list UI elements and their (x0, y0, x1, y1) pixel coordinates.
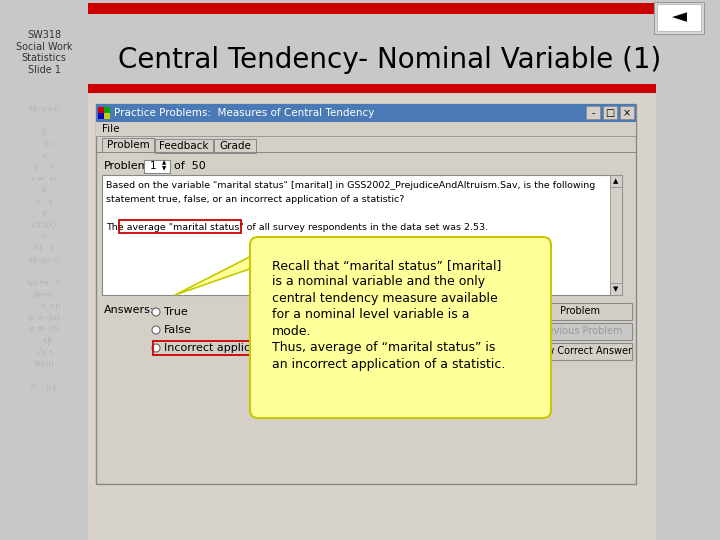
FancyBboxPatch shape (102, 138, 154, 152)
Text: Practice Problems:  Measures of Central Tendency: Practice Problems: Measures of Central T… (114, 108, 374, 118)
FancyBboxPatch shape (88, 84, 656, 93)
FancyBboxPatch shape (620, 106, 634, 119)
FancyBboxPatch shape (98, 107, 104, 113)
Circle shape (152, 308, 160, 316)
Text: ▼: ▼ (613, 286, 618, 292)
FancyBboxPatch shape (96, 152, 636, 153)
Text: ▲: ▲ (162, 160, 166, 165)
FancyBboxPatch shape (98, 107, 110, 119)
FancyBboxPatch shape (603, 106, 617, 119)
Text: H₁:μ<0

β
   δ₁
α
γ    =
v ≡  s₁
β
λ   x
γ
:(Σ)‖ζ₁
=
M   t
H₀:μ=0

η|ε∙α  =
β|ν∙: H₁:μ<0 β δ₁ α γ = v ≡ s₁ β λ x γ :(Σ)‖ζ₁… (27, 105, 61, 391)
FancyBboxPatch shape (96, 136, 636, 137)
FancyBboxPatch shape (96, 104, 636, 122)
Text: 1: 1 (150, 161, 157, 171)
Text: True: True (164, 307, 188, 317)
Text: -: - (591, 108, 595, 118)
Text: statement true, false, or an incorrect application of a statistic?: statement true, false, or an incorrect a… (106, 194, 405, 204)
Text: ×: × (623, 108, 631, 118)
FancyBboxPatch shape (654, 2, 704, 34)
Text: Based on the variable "marital status" [marital] in GSS2002_PrejudiceAndAltruism: Based on the variable "marital status" [… (106, 180, 595, 190)
FancyBboxPatch shape (528, 303, 632, 320)
FancyBboxPatch shape (96, 104, 636, 484)
FancyBboxPatch shape (144, 160, 170, 173)
FancyBboxPatch shape (102, 175, 622, 295)
Text: of  50: of 50 (174, 161, 206, 171)
Text: Recall that “marital status” [marital]
is a nominal variable and the only
centra: Recall that “marital status” [marital] i… (272, 259, 505, 371)
FancyBboxPatch shape (528, 343, 632, 360)
Text: File: File (102, 124, 120, 134)
Text: ▼: ▼ (162, 166, 166, 172)
Text: Problem: Problem (104, 161, 150, 171)
FancyBboxPatch shape (528, 323, 632, 340)
FancyBboxPatch shape (214, 139, 256, 153)
Text: ◄: ◄ (672, 8, 686, 26)
FancyBboxPatch shape (586, 106, 600, 119)
Text: □: □ (606, 108, 615, 118)
FancyBboxPatch shape (0, 0, 88, 540)
Circle shape (152, 344, 160, 352)
Text: False: False (164, 325, 192, 335)
Text: Problem: Problem (107, 140, 149, 150)
Polygon shape (175, 245, 318, 295)
Text: The average "marital status" of all survey respondents in the data set was 2.53.: The average "marital status" of all surv… (106, 222, 488, 232)
Text: Grade: Grade (219, 141, 251, 151)
Text: Feedback: Feedback (159, 141, 209, 151)
Text: Central Tendency- Nominal Variable (1): Central Tendency- Nominal Variable (1) (118, 46, 662, 74)
FancyBboxPatch shape (657, 4, 701, 31)
FancyBboxPatch shape (610, 283, 622, 295)
FancyBboxPatch shape (104, 113, 110, 119)
FancyBboxPatch shape (98, 113, 104, 119)
Text: ▲: ▲ (613, 178, 618, 184)
FancyBboxPatch shape (272, 244, 320, 248)
FancyBboxPatch shape (88, 3, 656, 14)
FancyBboxPatch shape (96, 122, 636, 136)
FancyBboxPatch shape (250, 237, 551, 418)
FancyBboxPatch shape (610, 175, 622, 295)
Text: Problem: Problem (560, 307, 600, 316)
FancyBboxPatch shape (610, 175, 622, 187)
Circle shape (152, 326, 160, 334)
Text: Previous Problem: Previous Problem (538, 327, 622, 336)
FancyBboxPatch shape (104, 107, 110, 113)
Text: Incorrect application of a statistic: Incorrect application of a statistic (164, 343, 351, 353)
FancyBboxPatch shape (88, 94, 656, 540)
Text: Show Correct Answer: Show Correct Answer (528, 347, 632, 356)
FancyBboxPatch shape (155, 139, 213, 153)
Text: Answers:: Answers: (104, 305, 155, 315)
Text: SW318
Social Work
Statistics
Slide 1: SW318 Social Work Statistics Slide 1 (16, 30, 72, 75)
